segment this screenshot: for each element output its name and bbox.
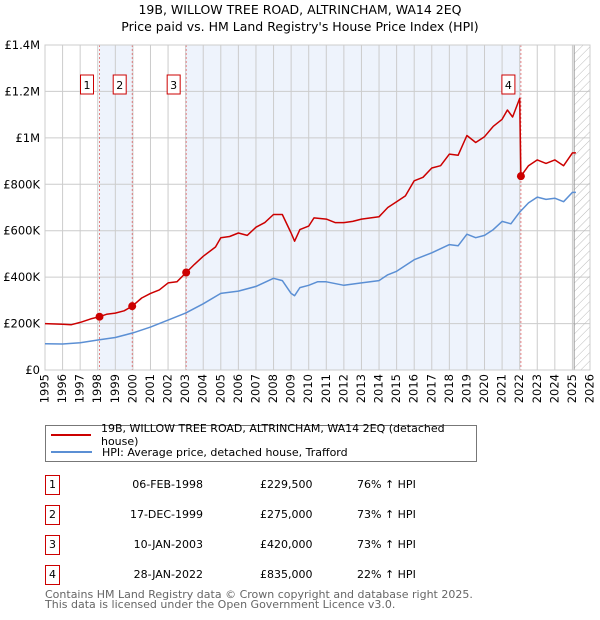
sale-label-box: 2 xyxy=(112,74,127,95)
x-tick-label: 2009 xyxy=(284,374,298,403)
x-tick-label: 2023 xyxy=(530,374,544,403)
sale-date: 06-FEB-1998 xyxy=(132,478,203,491)
sale-hpi-change: 76% ↑ HPI xyxy=(357,478,416,491)
future-hatch xyxy=(574,45,590,370)
x-tick-label: 2003 xyxy=(178,374,192,403)
sale-hpi-change: 73% ↑ HPI xyxy=(357,508,416,521)
y-tick-label: £1.4M xyxy=(4,38,40,52)
x-tick-label: 1998 xyxy=(90,374,104,403)
sale-label-box: 3 xyxy=(166,74,181,95)
blue-line-swatch xyxy=(51,451,92,453)
x-tick-label: 2024 xyxy=(547,374,561,403)
x-tick-label: 2017 xyxy=(424,374,438,403)
sale-label-border xyxy=(501,74,516,95)
sale-label-border xyxy=(80,74,94,95)
x-tick-label: 2025 xyxy=(565,374,579,403)
x-tick-label: 2004 xyxy=(196,374,210,403)
sale-point xyxy=(182,268,191,277)
sale-number: 2 xyxy=(45,505,60,525)
table-row: 3 10-JAN-2003 £420,000 73% ↑ HPI xyxy=(45,535,445,555)
x-tick-label: 1996 xyxy=(55,374,69,403)
sale-label-number: 2 xyxy=(116,79,123,92)
footer-line: Contains HM Land Registry data © Crown c… xyxy=(45,588,473,601)
sale-number: 1 xyxy=(45,475,60,495)
sale-label-box: 4 xyxy=(501,74,516,95)
x-tick-label: 2010 xyxy=(301,374,315,403)
sale-date: 28-JAN-2022 xyxy=(133,568,203,581)
x-tick-label: 2006 xyxy=(231,374,245,403)
y-tick-label: £600K xyxy=(3,224,40,238)
table-row: 4 28-JAN-2022 £835,000 22% ↑ HPI xyxy=(45,565,445,585)
x-tick-label: 2005 xyxy=(213,374,227,403)
x-tick-label: 1997 xyxy=(73,374,87,403)
red-line-swatch xyxy=(51,434,91,436)
x-tick-label: 2011 xyxy=(319,374,333,403)
price-chart: 1995 1996 1997 1998 1999 2000 2001 2002 2003 2004… xyxy=(3,38,597,403)
legend-label: HPI: Average price, detached house, Traf… xyxy=(102,445,348,459)
y-tick-label: £800K xyxy=(3,177,40,191)
legend: 19B, WILLOW TREE ROAD, ALTRINCHAM, WA14 … xyxy=(45,422,477,462)
x-tick-label: 2007 xyxy=(248,374,262,403)
y-tick-label: £1.2M xyxy=(4,84,40,98)
sale-label-box: 1 xyxy=(80,74,94,95)
x-tick-label: 2008 xyxy=(266,374,280,403)
title-line: 19B, WILLOW TREE ROAD, ALTRINCHAM, WA14 … xyxy=(138,2,462,17)
x-tick-label: 2026 xyxy=(583,374,597,403)
legend-item-hpi: HPI: Average price, detached house, Traf… xyxy=(46,444,348,460)
x-tick-label: 2015 xyxy=(389,374,403,403)
x-tick-label: 2020 xyxy=(477,374,491,403)
sale-point xyxy=(95,312,104,321)
x-tick-label: 1995 xyxy=(38,374,52,403)
x-tick-label: 2002 xyxy=(161,374,175,403)
sale-price: £420,000 xyxy=(260,538,313,551)
sale-date: 10-JAN-2003 xyxy=(133,538,203,551)
hpi-line xyxy=(44,191,576,345)
x-tick-label: 2000 xyxy=(125,374,139,403)
sale-label-number: 3 xyxy=(170,79,177,92)
y-tick-label: £0 xyxy=(25,363,40,377)
table-row: 1 06-FEB-1998 £229,500 76% ↑ HPI xyxy=(45,475,445,495)
sale-label-number: 1 xyxy=(84,79,91,92)
x-tick-label: 2021 xyxy=(495,374,509,403)
subtitle-line: Price paid vs. HM Land Registry's House … xyxy=(121,19,479,34)
sale-price: £229,500 xyxy=(260,478,313,491)
y-tick-label: £1M xyxy=(15,131,40,145)
sale-number: 3 xyxy=(45,535,60,555)
table-row: 2 17-DEC-1999 £275,000 73% ↑ HPI xyxy=(45,505,445,525)
legend-item-property: 19B, WILLOW TREE ROAD, ALTRINCHAM, WA14 … xyxy=(46,422,476,448)
sale-label-border xyxy=(166,74,181,95)
sale-price: £835,000 xyxy=(260,568,313,581)
footer: Contains HM Land Registry data © Crown c… xyxy=(45,588,473,611)
x-tick-label: 2001 xyxy=(143,374,157,403)
sale-hpi-change: 22% ↑ HPI xyxy=(357,568,416,581)
y-tick-label: £200K xyxy=(3,317,40,331)
x-tick-label: 2016 xyxy=(407,374,421,403)
x-tick-label: 2022 xyxy=(512,374,526,403)
sale-label-number: 4 xyxy=(505,79,512,92)
x-tick-label: 1999 xyxy=(108,374,122,403)
sale-period-shade xyxy=(99,45,133,370)
property-price-line xyxy=(44,97,576,326)
x-tick-label: 2012 xyxy=(336,374,350,403)
sale-number: 4 xyxy=(45,565,60,585)
footer-line: This data is licensed under the Open Gov… xyxy=(45,598,396,611)
x-tick-label: 2013 xyxy=(354,374,368,403)
sale-date: 17-DEC-1999 xyxy=(129,508,203,521)
sale-hpi-change: 73% ↑ HPI xyxy=(357,538,416,551)
sale-period-shade xyxy=(186,45,521,370)
x-tick-label: 2018 xyxy=(442,374,456,403)
sale-point xyxy=(516,172,525,181)
plot-frame xyxy=(44,44,591,371)
chart-title: 19B, WILLOW TREE ROAD, ALTRINCHAM, WA14 … xyxy=(0,1,600,35)
sale-label-border xyxy=(112,74,127,95)
x-tick-label: 2014 xyxy=(372,374,386,403)
sale-price: £275,000 xyxy=(260,508,313,521)
sale-point xyxy=(128,302,137,311)
x-tick-label: 2019 xyxy=(459,374,473,403)
legend-label: 19B, WILLOW TREE ROAD, ALTRINCHAM, WA14 … xyxy=(100,422,445,448)
y-tick-label: £400K xyxy=(3,270,40,284)
